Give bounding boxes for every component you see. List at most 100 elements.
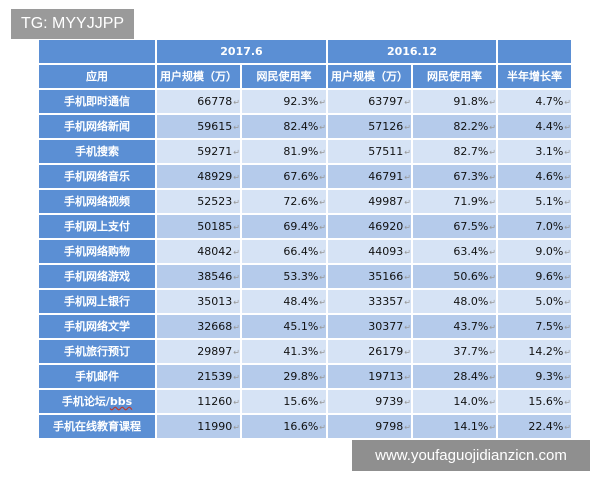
app-name-cell: 手机网络音乐 xyxy=(37,163,157,190)
users-2017-value: 21539 xyxy=(197,369,233,383)
cell-end-marker: ↵ xyxy=(489,197,496,207)
users-2017-value: 32668 xyxy=(197,319,233,333)
rate-2017-cell: 72.6%↵ xyxy=(240,188,328,215)
growth-value: 7.0% xyxy=(535,219,564,233)
rate-2016-cell: 63.4%↵ xyxy=(411,238,498,265)
growth-value: 7.5% xyxy=(535,319,564,333)
cell-end-marker: ↵ xyxy=(489,322,496,332)
table-row: 手机在线教育课程 11990↵ 16.6%↵ 9798↵ 14.1%↵ 22.4%↵ xyxy=(37,413,573,440)
growth-cell: 3.1%↵ xyxy=(496,138,573,165)
cell-end-marker: ↵ xyxy=(233,297,240,307)
rate-2016-cell: 48.0%↵ xyxy=(411,288,498,315)
app-name-cell: 手机网络游戏 xyxy=(37,263,157,290)
app-name-cell: 手机网络视频 xyxy=(37,188,157,215)
cell-end-marker: ↵ xyxy=(404,372,411,382)
cell-end-marker: ↵ xyxy=(404,197,411,207)
users-2016-value: 19713 xyxy=(368,369,404,383)
app-name-cell: 手机论坛/bbs xyxy=(37,388,157,415)
users-2016-cell: 49987↵ xyxy=(326,188,413,215)
growth-value: 4.4% xyxy=(535,119,564,133)
rate-2017-value: 29.8% xyxy=(283,369,319,383)
cell-end-marker: ↵ xyxy=(489,422,496,432)
users-2017-value: 29897 xyxy=(197,344,233,358)
cell-end-marker: ↵ xyxy=(233,372,240,382)
growth-cell: 9.3%↵ xyxy=(496,363,573,390)
users-2017-value: 48042 xyxy=(197,244,233,258)
column-header-rate-2017: 网民使用率 xyxy=(240,63,328,90)
users-2017-cell: 59615↵ xyxy=(155,113,242,140)
growth-cell: 22.4%↵ xyxy=(496,413,573,440)
rate-2016-value: 43.7% xyxy=(453,319,489,333)
rate-2017-value: 67.6% xyxy=(283,169,319,183)
cell-end-marker: ↵ xyxy=(489,247,496,257)
rate-2017-value: 15.6% xyxy=(283,394,319,408)
users-2017-value: 59615 xyxy=(197,119,233,133)
app-name-cell: 手机旅行预订 xyxy=(37,338,157,365)
growth-cell: 4.7%↵ xyxy=(496,88,573,115)
rate-2017-value: 69.4% xyxy=(283,219,319,233)
app-name-label: 手机旅行预订 xyxy=(64,345,130,358)
cell-end-marker: ↵ xyxy=(564,322,571,332)
rate-2017-cell: 16.6%↵ xyxy=(240,413,328,440)
cell-end-marker: ↵ xyxy=(564,247,571,257)
cell-end-marker: ↵ xyxy=(233,347,240,357)
cell-end-marker: ↵ xyxy=(233,322,240,332)
column-header-growth: 半年增长率 xyxy=(496,63,573,90)
growth-value: 5.1% xyxy=(535,194,564,208)
rate-2016-cell: 71.9%↵ xyxy=(411,188,498,215)
users-2017-cell: 38546↵ xyxy=(155,263,242,290)
table-row: 手机旅行预订 29897↵ 41.3%↵ 26179↵ 37.7%↵ 14.2%↵ xyxy=(37,338,573,365)
app-name-cell: 手机邮件 xyxy=(37,363,157,390)
cell-end-marker: ↵ xyxy=(564,147,571,157)
cell-end-marker: ↵ xyxy=(489,397,496,407)
rate-2016-cell: 43.7%↵ xyxy=(411,313,498,340)
rate-2016-cell: 67.3%↵ xyxy=(411,163,498,190)
users-2017-cell: 48042↵ xyxy=(155,238,242,265)
table-row: 手机网络游戏 38546↵ 53.3%↵ 35166↵ 50.6%↵ 9.6%↵ xyxy=(37,263,573,290)
rate-2016-value: 82.7% xyxy=(453,144,489,158)
users-2017-value: 66778 xyxy=(197,94,233,108)
rate-2017-value: 81.9% xyxy=(283,144,319,158)
growth-value: 15.6% xyxy=(528,394,564,408)
table-body: 手机即时通信 66778↵ 92.3%↵ 63797↵ 91.8%↵ 4.7%↵ 手机网络新… xyxy=(37,88,573,440)
users-2017-cell: 35013↵ xyxy=(155,288,242,315)
cell-end-marker: ↵ xyxy=(233,272,240,282)
growth-cell: 15.6%↵ xyxy=(496,388,573,415)
rate-2017-cell: 67.6%↵ xyxy=(240,163,328,190)
rate-2017-value: 48.4% xyxy=(283,294,319,308)
users-2017-cell: 59271↵ xyxy=(155,138,242,165)
cell-end-marker: ↵ xyxy=(319,172,326,182)
cell-end-marker: ↵ xyxy=(404,247,411,257)
cell-end-marker: ↵ xyxy=(319,247,326,257)
cell-end-marker: ↵ xyxy=(404,347,411,357)
growth-cell: 7.5%↵ xyxy=(496,313,573,340)
cell-end-marker: ↵ xyxy=(319,147,326,157)
users-2016-value: 46791 xyxy=(368,169,404,183)
cell-end-marker: ↵ xyxy=(489,272,496,282)
rate-2016-value: 82.2% xyxy=(453,119,489,133)
cell-end-marker: ↵ xyxy=(233,122,240,132)
rate-2017-value: 82.4% xyxy=(283,119,319,133)
users-2016-cell: 19713↵ xyxy=(326,363,413,390)
users-2017-cell: 11260↵ xyxy=(155,388,242,415)
rate-2016-value: 71.9% xyxy=(453,194,489,208)
app-name-label: 手机在线教育课程 xyxy=(53,420,141,433)
rate-2017-cell: 15.6%↵ xyxy=(240,388,328,415)
period-blank-cell xyxy=(37,38,157,65)
cell-end-marker: ↵ xyxy=(319,397,326,407)
rate-2017-value: 53.3% xyxy=(283,269,319,283)
rate-2016-cell: 91.8%↵ xyxy=(411,88,498,115)
cell-end-marker: ↵ xyxy=(233,197,240,207)
table-row: 手机网络购物 48042↵ 66.4%↵ 44093↵ 63.4%↵ 9.0%↵ xyxy=(37,238,573,265)
rate-2016-cell: 67.5%↵ xyxy=(411,213,498,240)
rate-2016-cell: 82.2%↵ xyxy=(411,113,498,140)
table-row: 手机论坛/bbs 11260↵ 15.6%↵ 9739↵ 14.0%↵ 15.6%↵ xyxy=(37,388,573,415)
cell-end-marker: ↵ xyxy=(404,397,411,407)
growth-value: 9.6% xyxy=(535,269,564,283)
users-2017-value: 48929 xyxy=(197,169,233,183)
rate-2017-value: 92.3% xyxy=(283,94,319,108)
rate-2017-value: 16.6% xyxy=(283,419,319,433)
app-name-cell: 手机网络新闻 xyxy=(37,113,157,140)
users-2016-cell: 46791↵ xyxy=(326,163,413,190)
rate-2016-cell: 37.7%↵ xyxy=(411,338,498,365)
